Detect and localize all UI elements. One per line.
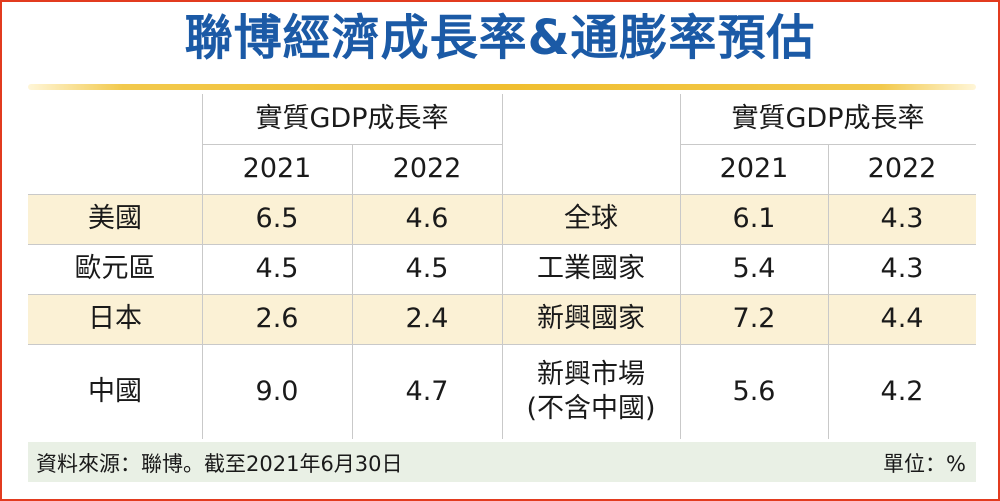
footer-bar: 資料來源：聯博。截至2021年6月30日 單位：%: [28, 442, 976, 482]
right-region: 工業國家: [537, 253, 645, 285]
right-value-2021: 7.2: [732, 303, 776, 335]
left-region: 中國: [88, 375, 142, 407]
left-region: 美國: [88, 203, 142, 235]
right-value-2021: 5.4: [732, 253, 776, 285]
source-note: 資料來源：聯博。截至2021年6月30日: [36, 452, 403, 476]
right-value-2021: 6.1: [732, 203, 776, 235]
col-divider: [352, 144, 353, 439]
left-year-2022: 2022: [392, 153, 462, 185]
page-title: 聯博經濟成長率&通膨率預估: [184, 10, 816, 66]
right-region-line1: 新興市場: [537, 358, 645, 390]
right-region: 全球: [564, 203, 618, 235]
left-value-2021: 2.6: [255, 303, 299, 335]
left-region: 日本: [88, 303, 142, 335]
left-value-2021: 4.5: [255, 253, 299, 285]
right-region-line2: (不含中國): [526, 392, 656, 424]
col-divider: [680, 94, 681, 439]
right-value-2022: 4.2: [880, 375, 924, 407]
left-value-2021: 9.0: [255, 375, 299, 407]
title-divider: [28, 84, 976, 90]
left-group-header: 實質GDP成長率: [255, 103, 449, 135]
right-value-2022: 4.4: [880, 303, 924, 335]
right-group-header: 實質GDP成長率: [731, 103, 925, 135]
right-value-2021: 5.6: [732, 375, 776, 407]
left-value-2022: 4.6: [405, 203, 449, 235]
col-divider: [828, 144, 829, 439]
left-region: 歐元區: [74, 253, 156, 285]
gdp-table: 實質GDP成長率 2021 2022 實質GDP成長率 2021 2022 美國…: [28, 94, 976, 439]
right-value-2022: 4.3: [880, 203, 924, 235]
left-year-2021: 2021: [242, 153, 312, 185]
left-value-2022: 2.4: [405, 303, 449, 335]
right-region: 新興國家: [537, 303, 645, 335]
right-year-2022: 2022: [867, 153, 937, 185]
right-value-2022: 4.3: [880, 253, 924, 285]
left-value-2022: 4.7: [405, 375, 449, 407]
right-year-2021: 2021: [719, 153, 789, 185]
col-divider: [202, 94, 203, 439]
right-region-multiline: 新興市場 (不含中國): [502, 344, 680, 439]
col-divider: [502, 94, 503, 439]
unit-note: 單位：%: [883, 452, 966, 476]
left-value-2022: 4.5: [405, 253, 449, 285]
left-value-2021: 6.5: [255, 203, 299, 235]
